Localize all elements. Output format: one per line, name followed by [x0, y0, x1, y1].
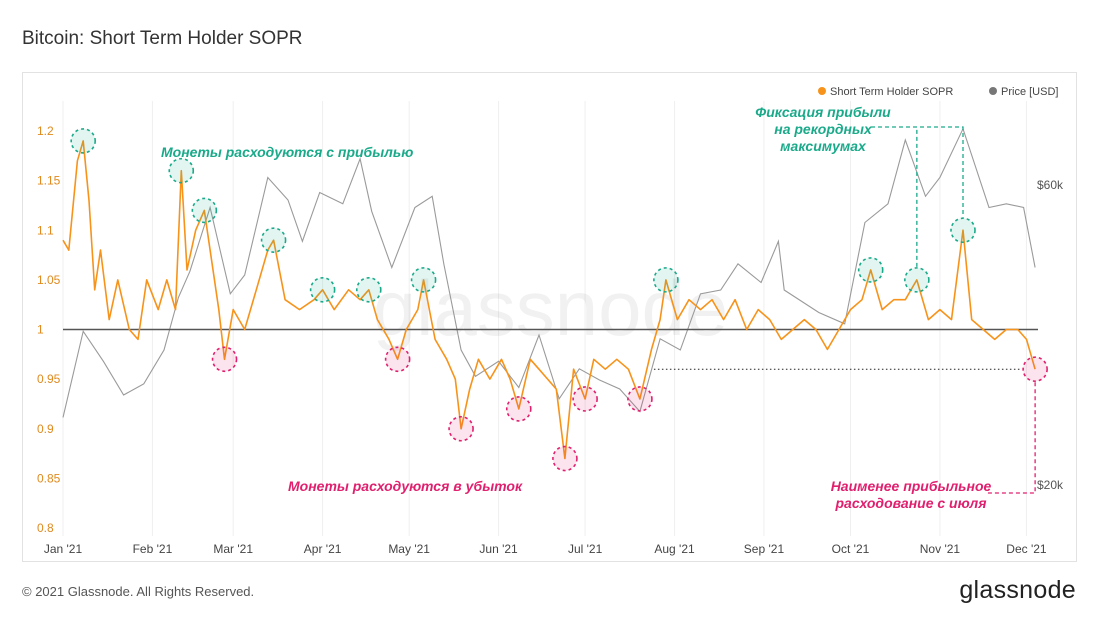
y-tick-label: 1.1	[37, 223, 54, 237]
x-tick-label: Jan '21	[44, 542, 83, 556]
loss-marker	[552, 445, 578, 472]
x-tick-label: Nov '21	[920, 542, 961, 556]
legend-sopr-label: Short Term Holder SOPR	[830, 86, 953, 98]
page-title: Bitcoin: Short Term Holder SOPR	[22, 28, 303, 49]
sopr-chart: glassnode 1.2 1.15 1.1 1.05 1 0.95 0.9 0.85 0.8 $6…	[37, 86, 1064, 556]
loss-marker	[211, 346, 238, 373]
x-tick-label: Jul '21	[568, 542, 603, 556]
profit-marker	[950, 217, 976, 244]
price-tick-label: $60k	[1037, 178, 1064, 192]
y-tick-label: 1.15	[37, 174, 61, 188]
annotation-least: расходование с июля	[835, 495, 987, 511]
profit-marker	[260, 227, 287, 253]
x-tick-label: Sep '21	[744, 542, 785, 556]
brand-logo: glassnode	[959, 576, 1076, 604]
y-tick-label: 1.2	[37, 124, 54, 138]
x-tick-label: Dec '21	[1006, 542, 1047, 556]
profit-marker	[653, 267, 679, 293]
sopr-line	[62, 140, 1036, 460]
loss-marker	[384, 346, 411, 373]
annotation-profit: Монеты расходуются с прибылью	[161, 144, 413, 160]
x-tick-label: Oct '21	[832, 542, 870, 556]
x-tick-label: Aug '21	[654, 542, 695, 556]
y-tick-label: 0.95	[37, 372, 61, 386]
loss-marker	[627, 386, 653, 412]
copyright-text: © 2021 Glassnode. All Rights Reserved.	[22, 584, 255, 599]
y-tick-label: 1	[37, 323, 44, 337]
annotation-ath: на рекордных	[774, 121, 873, 137]
profit-marker	[355, 277, 382, 303]
annotation-least: Наименее прибыльное	[831, 478, 992, 494]
x-tick-label: Apr '21	[304, 542, 342, 556]
loss-marker	[572, 386, 598, 412]
ath-connector	[871, 126, 964, 218]
loss-marker	[505, 396, 532, 422]
profit-marker	[70, 128, 96, 154]
legend-price-dot	[989, 87, 997, 95]
x-tick-label: Jun '21	[479, 542, 518, 556]
y-tick-label: 0.8	[37, 521, 54, 535]
legend-sopr-dot	[818, 87, 826, 95]
price-tick-label: $20k	[1037, 478, 1064, 492]
legend-price-label: Price [USD]	[1001, 86, 1058, 98]
y-tick-label: 0.85	[37, 471, 61, 485]
x-tick-label: May '21	[388, 542, 430, 556]
y-tick-label: 1.05	[37, 273, 61, 287]
profit-marker	[857, 257, 884, 283]
profit-marker	[168, 157, 195, 184]
profit-marker	[309, 277, 336, 303]
annotation-loss: Монеты расходуются в убыток	[288, 478, 523, 494]
profit-marker	[191, 197, 218, 224]
annotation-ath: Фиксация прибыли	[755, 104, 891, 120]
watermark: glassnode	[373, 264, 729, 352]
y-tick-label: 0.9	[37, 422, 54, 436]
loss-marker	[448, 415, 474, 442]
price-line	[62, 127, 1036, 418]
annotation-ath: максимумах	[780, 138, 867, 154]
chart-panel: glassnode 1.2 1.15 1.1 1.05 1 0.95 0.9 0.85 0.8 $6…	[22, 72, 1077, 562]
x-tick-label: Feb '21	[133, 542, 173, 556]
loss-marker	[1022, 356, 1048, 383]
profit-marker	[410, 267, 437, 293]
profit-marker	[904, 267, 930, 293]
x-tick-label: Mar '21	[213, 542, 253, 556]
least-connector	[985, 382, 1036, 494]
